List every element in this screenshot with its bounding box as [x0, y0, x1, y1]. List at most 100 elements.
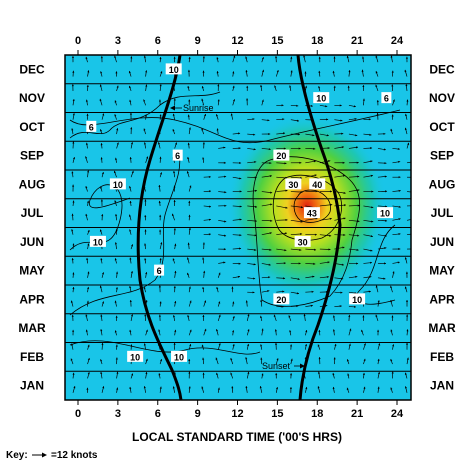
x-tick-label-top: 3: [115, 35, 121, 47]
wind-arrowhead-icon: [412, 161, 414, 163]
wind-arrowhead-icon: [216, 329, 219, 332]
wind-arrowhead-icon: [285, 189, 288, 192]
wind-arrowhead-icon: [371, 206, 374, 209]
wind-arrowhead-icon: [102, 113, 105, 116]
wind-arrowhead-icon: [343, 233, 346, 237]
wind-arrowhead-icon: [85, 213, 88, 217]
wind-arrowhead-icon: [204, 300, 207, 303]
wind-arrowhead-icon: [254, 189, 257, 192]
wind-arrowhead-icon: [270, 219, 273, 222]
wind-arrowhead-icon: [317, 386, 320, 389]
wind-arrowhead-icon: [201, 386, 204, 389]
wind-arrowhead-icon: [128, 214, 131, 217]
wind-arrowhead-icon: [86, 387, 89, 390]
wind-arrowhead-icon: [216, 57, 219, 60]
wind-arrowhead-icon: [384, 262, 386, 265]
month-label-right: JUL: [431, 206, 454, 220]
wind-arrowhead-icon: [216, 372, 219, 375]
wind-arrowhead-icon: [208, 233, 211, 236]
month-label-right: FEB: [430, 350, 454, 364]
wind-arrowhead-icon: [231, 386, 234, 389]
wind-arrowhead-icon: [115, 214, 118, 217]
wind-arrowhead-icon: [398, 218, 401, 221]
wind-arrow: [290, 219, 303, 223]
wind-arrowhead-icon: [274, 329, 277, 332]
wind-arrowhead-icon: [86, 257, 89, 260]
wind-arrowhead-icon: [405, 271, 408, 274]
wind-arrowhead-icon: [218, 272, 221, 275]
wind-arrowhead-icon: [398, 232, 401, 236]
contour-label: 20: [273, 149, 290, 161]
wind-arrowhead-icon: [188, 99, 191, 102]
wind-arrowhead-icon: [187, 157, 190, 160]
wind-arrowhead-icon: [215, 114, 218, 117]
wind-arrowhead-icon: [129, 299, 132, 302]
wind-arrowhead-icon: [269, 174, 272, 178]
wind-arrowhead-icon: [347, 373, 350, 376]
wind-arrowhead-icon: [247, 343, 250, 346]
x-tick-label-bottom: 6: [155, 408, 161, 420]
wind-arrowhead-icon: [100, 314, 103, 317]
wind-arrowhead-icon: [173, 56, 176, 59]
contour-label-box: [294, 235, 311, 247]
wind-arrowhead-icon: [392, 344, 395, 347]
wind-arrowhead-icon: [72, 141, 75, 144]
sunset-arrowhead-icon: [300, 363, 305, 369]
wind-arrowhead-icon: [116, 371, 119, 374]
wind-arrowhead-icon: [86, 300, 89, 303]
wind-arrowhead-icon: [173, 98, 176, 101]
wind-arrowhead-icon: [290, 358, 293, 361]
sunset-annotation: Sunset: [262, 361, 305, 371]
contour-label-text: 10: [380, 209, 390, 219]
wind-arrowhead-icon: [72, 272, 75, 275]
wind-arrowhead-icon: [313, 147, 316, 150]
wind-arrowhead-icon: [174, 243, 177, 246]
wind-arrowhead-icon: [159, 386, 162, 389]
wind-arrowhead-icon: [349, 328, 352, 331]
contour-label: 6: [86, 120, 97, 132]
wind-arrowhead-icon: [305, 386, 308, 390]
wind-arrowhead-icon: [115, 271, 119, 274]
wind-arrowhead-icon: [72, 287, 75, 290]
wind-arrowhead-icon: [357, 234, 360, 237]
month-label-left: FEB: [20, 350, 44, 364]
wind-arrowhead-icon: [270, 191, 273, 194]
wind-arrowhead-icon: [304, 344, 308, 347]
wind-arrowhead-icon: [340, 291, 343, 294]
wind-arrowhead-icon: [246, 98, 249, 101]
wind-arrowhead-icon: [159, 301, 162, 304]
wind-arrowhead-icon: [143, 386, 146, 389]
wind-arrowhead-icon: [406, 329, 409, 332]
contour-label-text: 10: [130, 352, 140, 362]
wind-arrowhead-icon: [114, 242, 117, 245]
wind-arrowhead-icon: [187, 142, 190, 145]
wind-arrowhead-icon: [268, 276, 271, 279]
wind-arrowhead-icon: [72, 99, 75, 102]
contour-label-box: [109, 178, 126, 190]
wind-arrowhead-icon: [129, 157, 132, 160]
wind-arrowhead-icon: [87, 358, 90, 361]
wind-arrowhead-icon: [361, 69, 364, 72]
wind-arrowhead-icon: [376, 112, 379, 115]
wind-arrowhead-icon: [405, 113, 408, 117]
wind-arrowhead-icon: [346, 359, 349, 362]
wind-arrowhead-icon: [391, 315, 394, 318]
wind-arrowhead-icon: [290, 56, 293, 59]
wind-arrowhead-icon: [332, 373, 335, 376]
wind-arrowhead-icon: [370, 249, 373, 252]
wind-arrowhead-icon: [405, 84, 408, 87]
wind-arrowhead-icon: [239, 205, 242, 208]
wind-arrowhead-icon: [232, 99, 235, 102]
wind-arrowhead-icon: [87, 229, 90, 233]
contour-label: 40: [309, 178, 326, 190]
wind-arrowhead-icon: [239, 161, 242, 165]
wind-arrowhead-icon: [246, 85, 249, 88]
contour-label: 10: [313, 92, 330, 104]
contour-label-box: [381, 92, 392, 104]
wind-arrowhead-icon: [159, 229, 162, 232]
wind-arrowhead-icon: [383, 148, 386, 151]
x-tick-label-top: 6: [155, 35, 161, 47]
contour-label-text: 10: [174, 352, 184, 362]
month-labels-right: JAN FEB MAR APR MAY JUN JUL AUG SEP OCT NOV DEC: [428, 62, 456, 392]
wind-arrowhead-icon: [296, 292, 299, 295]
